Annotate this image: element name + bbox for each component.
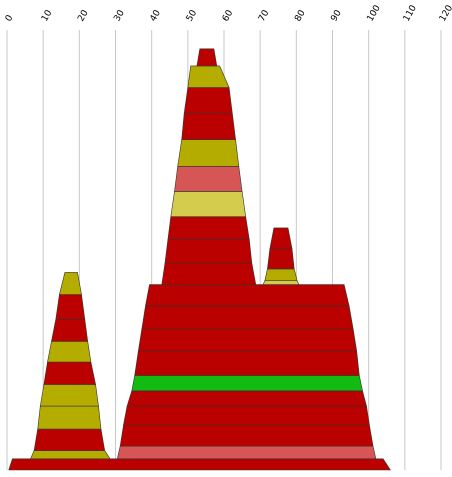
band-stack-2-2 <box>123 405 370 426</box>
band-stack-1-5 <box>47 340 92 363</box>
band-stack-4-3 <box>170 191 247 217</box>
band-stack-4-8 <box>187 65 230 88</box>
band-stack-4-5 <box>177 139 240 167</box>
band-stack-3-0 <box>262 280 300 285</box>
stacked-trapezoid-bands <box>8 48 391 471</box>
band-stack-1-1 <box>33 428 106 451</box>
x-tick-label: 10 <box>40 8 55 23</box>
band-stack-4-0 <box>161 262 257 285</box>
band-stack-2-0 <box>116 445 377 460</box>
x-axis-tick-labels: 0 10 20 30 40 50 60 70 80 90 100 110 120 <box>4 3 452 23</box>
x-tick-label: 100 <box>366 3 383 23</box>
x-tick-label: 40 <box>149 8 164 23</box>
x-tick-label: 120 <box>438 3 452 23</box>
band-stack-1-0 <box>30 450 111 460</box>
band-stack-1-2 <box>37 405 102 430</box>
x-tick-label: 50 <box>185 8 200 23</box>
band-stack-0-0 <box>8 458 391 471</box>
band-stack-4-1 <box>164 239 253 264</box>
band-stack-4-2 <box>167 216 250 240</box>
band-stack-2-6 <box>137 328 358 352</box>
band-stack-1-3 <box>39 384 99 407</box>
band-stack-2-7 <box>141 305 354 330</box>
band-stack-2-1 <box>119 424 374 447</box>
band-stack-3-1 <box>264 268 298 281</box>
x-tick-label: 0 <box>4 13 16 23</box>
band-stack-4-4 <box>174 166 243 192</box>
x-tick-label: 60 <box>221 8 236 23</box>
band-stack-4-9 <box>196 48 218 67</box>
band-stack-3-2 <box>267 248 295 270</box>
band-stack-1-8 <box>59 272 82 295</box>
band-stack-2-3 <box>126 390 367 407</box>
band-stack-1-7 <box>55 294 86 320</box>
band-stack-4-7 <box>183 87 233 114</box>
x-tick-label: 70 <box>257 8 272 23</box>
x-tick-label: 80 <box>293 8 308 23</box>
x-tick-label: 110 <box>402 3 419 23</box>
band-stack-1-6 <box>51 318 89 342</box>
band-stack-1-4 <box>43 361 96 385</box>
band-stack-2-4 <box>131 375 363 392</box>
band-stack-2-5 <box>134 350 360 376</box>
x-tick-label: 90 <box>329 8 344 23</box>
x-tick-label: 30 <box>112 8 127 23</box>
band-stack-4-6 <box>181 112 236 140</box>
x-tick-label: 20 <box>76 8 91 23</box>
band-stack-2-8 <box>145 284 350 307</box>
band-stack-3-3 <box>269 227 293 249</box>
